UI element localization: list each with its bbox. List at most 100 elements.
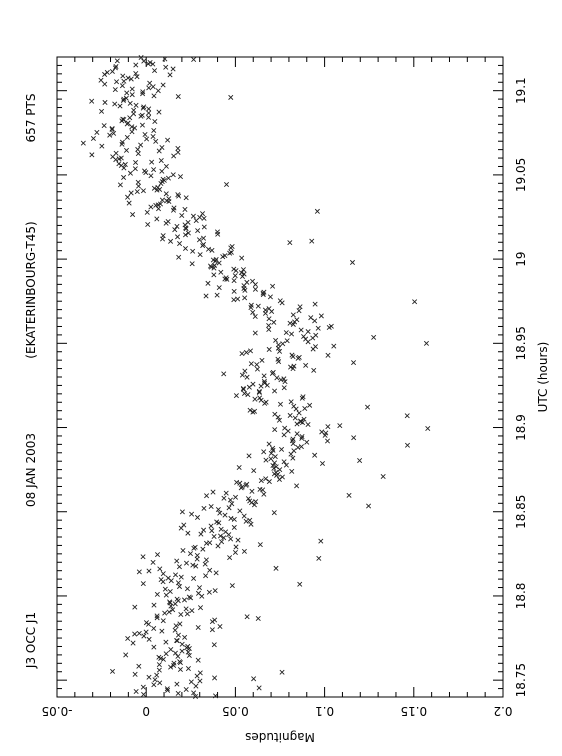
data-point [178, 611, 184, 618]
data-point [279, 474, 285, 480]
data-point [299, 435, 305, 441]
data-point [157, 566, 163, 572]
data-point [221, 495, 227, 501]
data-point [156, 148, 162, 154]
y-tick-label: 0.1 [315, 704, 334, 718]
data-point [147, 60, 153, 66]
data-point [134, 74, 140, 80]
data-point [273, 469, 279, 475]
data-point [89, 152, 95, 158]
data-point [102, 81, 108, 87]
data-point [257, 486, 263, 492]
data-point [171, 205, 177, 211]
x-tick-label: 19 [514, 251, 528, 266]
data-point [261, 289, 267, 295]
data-point [205, 246, 212, 252]
data-point [197, 605, 204, 611]
data-point [114, 58, 120, 64]
data-point [273, 565, 279, 571]
data-point [140, 188, 146, 194]
data-point [151, 602, 157, 608]
data-point [195, 624, 201, 630]
data-point [177, 174, 183, 180]
data-point [271, 319, 277, 325]
data-point [170, 607, 176, 613]
data-point [231, 524, 237, 530]
data-point [99, 143, 105, 149]
data-point [131, 107, 137, 113]
data-point [237, 508, 243, 514]
x-tick-label: 18.9 [514, 414, 528, 441]
data-point [214, 519, 220, 525]
data-point [150, 61, 156, 67]
data-point [323, 430, 329, 436]
title-part: J3 OCC J1 [24, 612, 38, 669]
data-point [175, 145, 181, 151]
data-point [273, 337, 279, 343]
data-point [109, 126, 115, 133]
data-point [294, 317, 300, 323]
data-point [125, 635, 131, 642]
data-point [163, 651, 169, 657]
data-point [232, 549, 238, 556]
data-point [233, 544, 239, 550]
data-point [185, 649, 191, 655]
data-point [190, 248, 196, 254]
data-point [238, 270, 244, 276]
data-point [204, 493, 210, 499]
data-point [207, 540, 213, 546]
data-point [143, 620, 149, 626]
data-point [155, 184, 161, 190]
data-point [299, 434, 305, 440]
data-point [247, 517, 253, 523]
data-point [140, 684, 146, 690]
data-point [159, 168, 165, 174]
data-point [151, 167, 157, 173]
data-point [281, 376, 287, 382]
x-tick-label: 18.75 [514, 663, 528, 697]
data-point [98, 77, 104, 83]
data-point [145, 221, 151, 228]
data-point [163, 592, 169, 598]
x-tick-label: 19.1 [514, 77, 528, 104]
data-point [107, 132, 113, 138]
data-point [209, 528, 215, 534]
data-point [218, 526, 224, 532]
data-point [197, 678, 203, 684]
data-point [179, 509, 185, 515]
data-point [132, 631, 138, 637]
data-point [318, 313, 324, 319]
data-point [249, 278, 256, 284]
data-point [148, 204, 154, 210]
data-point [125, 194, 131, 200]
data-point [184, 586, 190, 592]
data-point [174, 558, 180, 564]
data-point [287, 240, 293, 246]
labels: UTC (hours) Magnitudes J3 OCC J1 08 JAN 200… [24, 94, 550, 744]
data-point [223, 529, 229, 535]
data-point [248, 521, 254, 527]
data-point [201, 527, 207, 533]
data-point [159, 144, 165, 151]
data-point [165, 687, 171, 693]
data-point [289, 331, 295, 337]
data-point [149, 159, 155, 165]
data-point [252, 313, 258, 319]
data-point [351, 435, 357, 441]
data-point [109, 126, 115, 132]
data-point [191, 56, 197, 62]
data-point [219, 539, 225, 545]
data-point [240, 386, 246, 392]
data-point [328, 323, 334, 329]
data-point [156, 667, 162, 673]
data-point [312, 318, 318, 324]
data-point [162, 610, 168, 616]
data-point [319, 460, 326, 466]
data-point [164, 686, 170, 692]
data-point [227, 497, 233, 503]
data-point [151, 625, 157, 631]
data-point [262, 380, 268, 386]
data-point [235, 296, 241, 302]
data-point [244, 374, 250, 380]
